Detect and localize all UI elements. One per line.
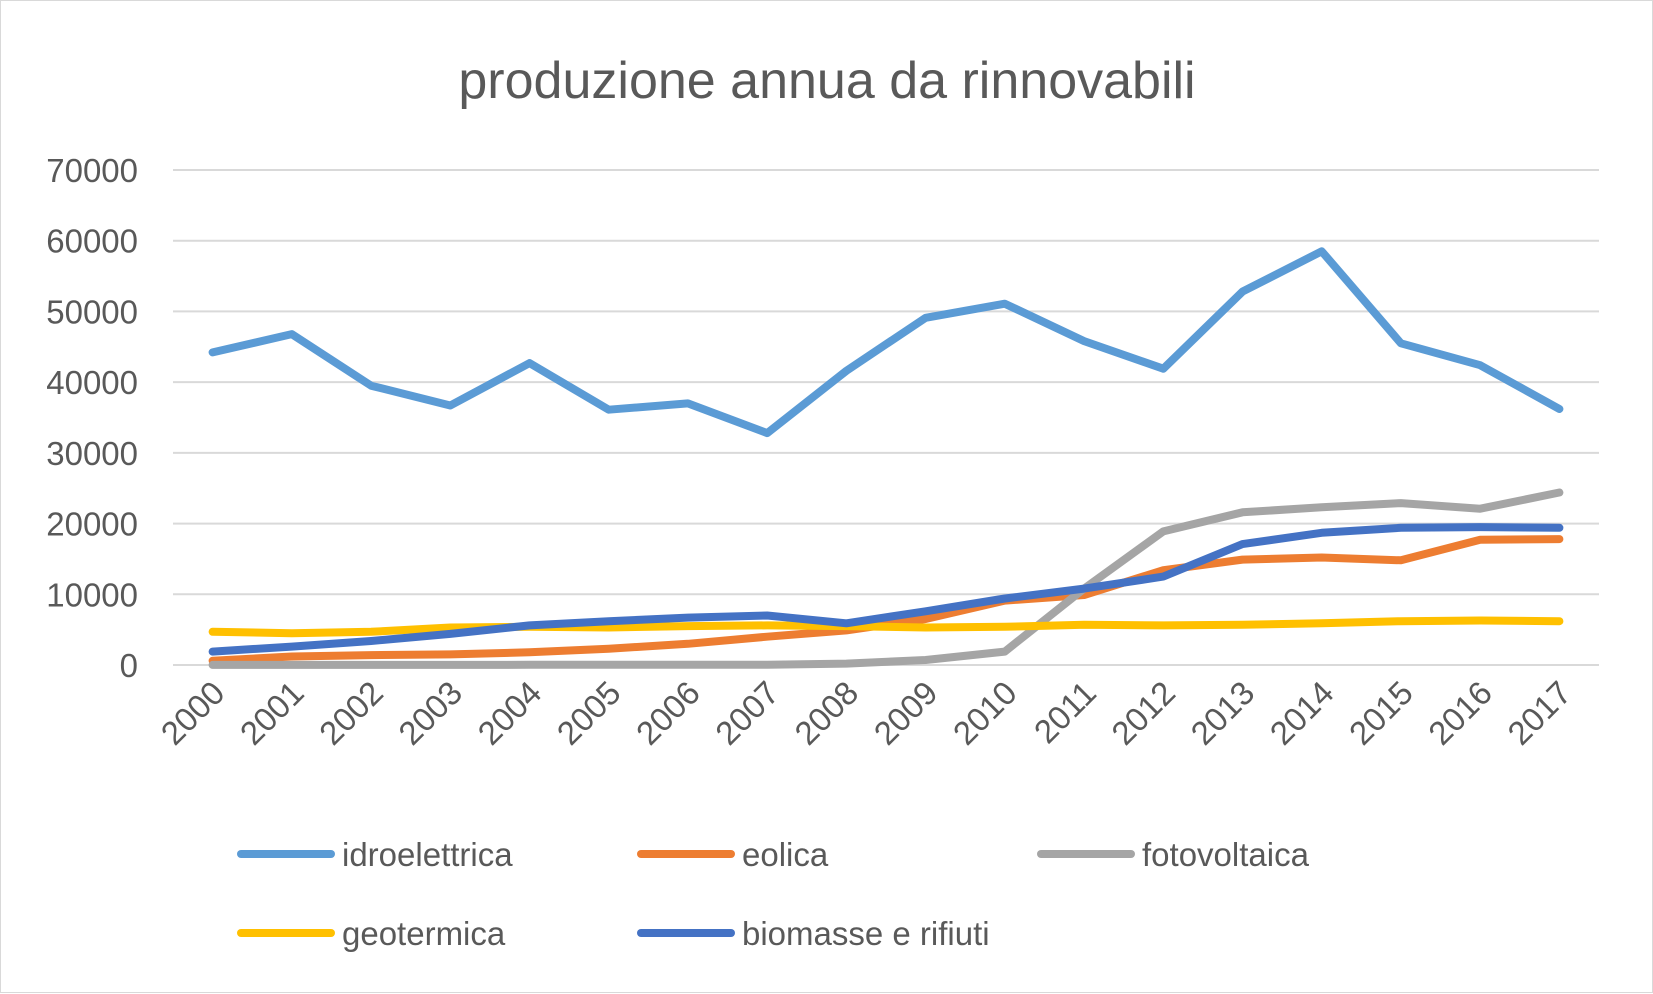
y-tick-label: 60000 [46,223,138,260]
series-line [213,539,1560,661]
legend: idroelettrica eolica fotovoltaica geotermic… [241,836,1310,952]
y-tick-label: 0 [120,647,138,684]
gridlines [173,170,1599,665]
x-tick-label: 2004 [470,674,548,752]
x-tick-label: 2015 [1342,674,1420,752]
x-tick-label: 2014 [1263,674,1341,752]
series-idroelettrica [213,251,1560,433]
legend-label: fotovoltaica [1142,836,1310,873]
x-tick-label: 2002 [312,674,390,752]
x-tick-label: 2012 [1104,674,1182,752]
legend-item: idroelettrica [241,836,513,873]
x-tick-label: 2009 [866,674,944,752]
x-tick-label: 2016 [1421,674,1499,752]
x-tick-label: 2010 [946,674,1024,752]
x-tick-label: 2017 [1500,674,1578,752]
series-lines [213,251,1560,665]
series-eolica [213,539,1560,661]
x-tick-label: 2013 [1183,674,1261,752]
y-tick-label: 20000 [46,506,138,543]
y-axis-ticks: 0 10000 20000 30000 40000 50000 60000 70000 [46,152,138,684]
legend-label: idroelettrica [342,836,513,873]
legend-item: fotovoltaica [1041,836,1310,873]
x-tick-label: 2001 [233,674,311,752]
legend-label: biomasse e rifiuti [742,915,990,952]
x-tick-label: 2000 [153,674,231,752]
legend-item: geotermica [241,915,506,952]
legend-item: eolica [641,836,829,873]
x-tick-label: 2005 [550,674,628,752]
legend-item: biomasse e rifiuti [641,915,990,952]
x-tick-label: 2003 [391,674,469,752]
legend-label: geotermica [342,915,506,952]
y-tick-label: 40000 [46,364,138,401]
legend-label: eolica [742,836,829,873]
chart-title: produzione annua da rinnovabili [458,52,1195,110]
x-tick-label: 2006 [629,674,707,752]
x-tick-label: 2008 [787,674,865,752]
x-tick-label: 2011 [1027,674,1103,750]
series-line [213,251,1560,433]
y-tick-label: 30000 [46,435,138,472]
y-tick-label: 10000 [46,576,138,613]
y-tick-label: 50000 [46,293,138,330]
y-tick-label: 70000 [46,152,138,189]
x-tick-label: 2007 [708,674,786,752]
